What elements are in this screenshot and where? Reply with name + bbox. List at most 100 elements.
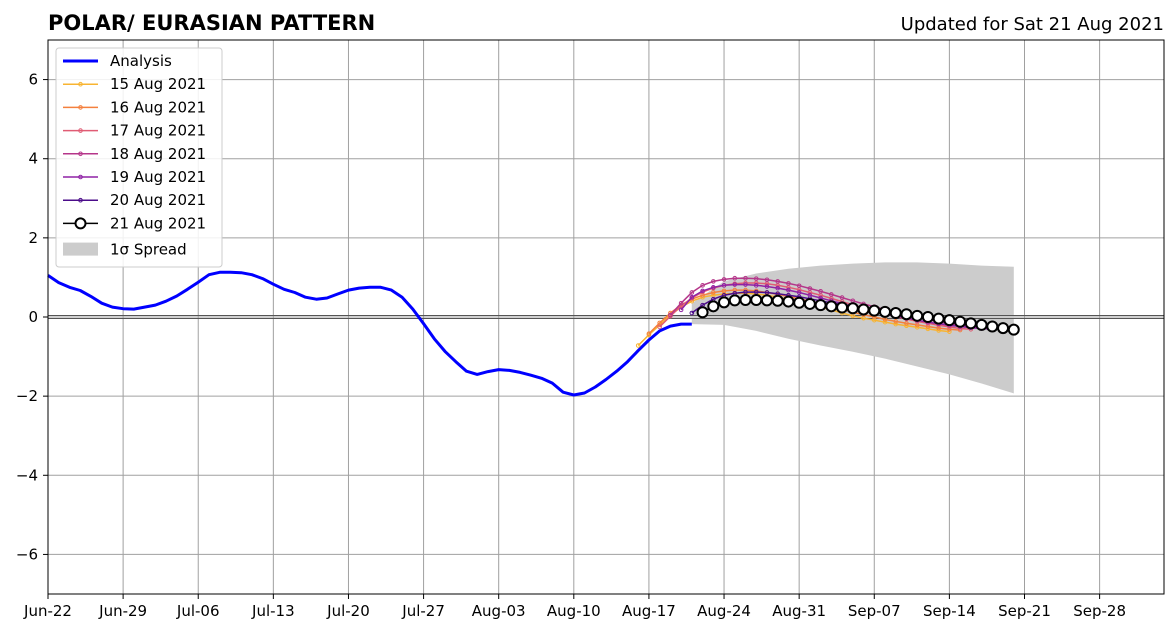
series-point [646, 331, 652, 336]
series-point [932, 312, 945, 325]
x-tick-label: Aug-31 [772, 602, 826, 620]
series-point [678, 300, 684, 306]
x-tick-label: Aug-10 [547, 602, 601, 620]
series-point [775, 279, 780, 284]
legend: Analysis 15 Aug 2021 16 Aug 2021 17 Aug 202… [55, 47, 223, 268]
axes: Jun-22 Jun-29 Jul-06 Jul-13 Jul-20 Jul-27 Aug-… [16, 39, 1165, 620]
legend-label-forecast: 16 Aug 2021 [110, 98, 206, 116]
series-point [857, 303, 870, 316]
series-point [711, 285, 716, 290]
y-tick-label: −6 [16, 545, 38, 563]
chart-subtitle: Updated for Sat 21 Aug 2021 [901, 14, 1164, 35]
series-point [803, 297, 816, 310]
series-point [793, 296, 806, 309]
series-point [750, 293, 763, 306]
legend-label-forecast: 18 Aug 2021 [110, 145, 206, 163]
series-point [796, 283, 802, 289]
series-point [829, 292, 834, 297]
y-tick-label: −4 [16, 466, 38, 484]
series-point [786, 287, 791, 293]
legend-swatch-marker [78, 128, 83, 133]
x-tick-label: Sep-14 [923, 602, 976, 620]
series-point [782, 295, 795, 308]
series-point [911, 309, 924, 322]
x-tick-label: Sep-28 [1073, 602, 1126, 620]
series-point [764, 290, 770, 295]
series-point [760, 294, 773, 307]
series-point [721, 283, 727, 288]
series-point [786, 281, 791, 286]
series-point [707, 300, 720, 313]
series-point [807, 286, 813, 291]
series-point [954, 315, 967, 328]
series-point [825, 300, 838, 313]
series-point [743, 275, 748, 281]
series-point [721, 277, 727, 282]
series-point [711, 279, 716, 284]
legend-swatch-marker [78, 81, 83, 87]
series-point [739, 293, 752, 306]
series-point [943, 314, 956, 327]
legend-label-forecast: 17 Aug 2021 [110, 122, 206, 140]
series-point [678, 307, 684, 313]
series-point [732, 282, 738, 287]
series-point [732, 275, 738, 281]
series-point [775, 285, 780, 291]
series-point [700, 288, 705, 294]
x-tick-label: Jul-06 [176, 602, 220, 620]
series-point [814, 299, 827, 312]
spread-band [691, 262, 1014, 394]
series-point [818, 288, 823, 294]
legend-swatch-marker [78, 105, 83, 110]
y-tick-label: 0 [28, 308, 38, 326]
legend-swatch-marker [78, 197, 83, 203]
series-point [936, 325, 941, 331]
legend-label-analysis: Analysis [110, 52, 172, 70]
series-point [696, 306, 709, 319]
series-point [635, 343, 641, 348]
spread-layer [691, 262, 1014, 394]
series-point [743, 282, 748, 287]
series-point [764, 284, 770, 289]
series-point [893, 319, 899, 324]
chart-title: POLAR/ EURASIAN PATTERN [48, 11, 375, 35]
series-point [728, 294, 741, 307]
series-point [657, 324, 662, 330]
series-point [764, 277, 770, 283]
series-point [836, 301, 849, 314]
plot-frame [47, 39, 1165, 595]
y-tick-label: 6 [28, 71, 38, 89]
legend-box [55, 47, 223, 268]
legend-label-forecast: 21 Aug 2021 [110, 214, 206, 232]
series-point [771, 294, 784, 307]
series-point [1007, 323, 1020, 336]
series-point [700, 283, 705, 288]
x-tick-label: Aug-17 [622, 602, 676, 620]
series-point [921, 311, 934, 323]
series-point [882, 319, 888, 325]
series-layer [47, 270, 1020, 397]
series-point [753, 283, 759, 288]
series-point [711, 290, 716, 295]
series-point [893, 321, 899, 327]
series-point [743, 289, 748, 295]
series-point [689, 290, 695, 295]
series-point [689, 294, 695, 300]
series-point [668, 312, 673, 318]
legend-swatch-spread [63, 242, 98, 256]
legend-label-forecast: 15 Aug 2021 [110, 75, 206, 93]
series-point [904, 321, 909, 326]
series-point [997, 322, 1010, 335]
series-point [846, 302, 859, 315]
legend-label-forecast: 20 Aug 2021 [110, 191, 206, 209]
legend-swatch-marker [78, 174, 83, 180]
series-point [839, 295, 845, 300]
legend-label-forecast: 19 Aug 2021 [110, 168, 206, 186]
series-point [796, 290, 802, 295]
series-point [986, 320, 999, 333]
series-point [868, 304, 881, 317]
series-point [879, 305, 891, 318]
legend-swatch-marker [74, 217, 87, 230]
x-tick-label: Sep-07 [848, 602, 901, 620]
